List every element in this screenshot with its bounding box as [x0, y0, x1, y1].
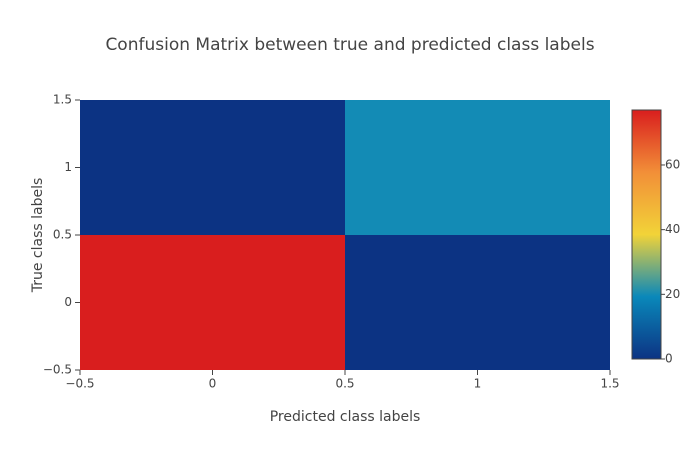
colorbar-tick-label: 60: [665, 157, 680, 171]
colorbar-tick-label: 40: [665, 222, 680, 236]
colorbar-tick-label: 0: [665, 352, 673, 366]
x-tick-label: −0.5: [65, 377, 94, 391]
heatmap-cell: [345, 235, 610, 370]
heatmap-cell: [80, 235, 345, 370]
y-axis-title: True class labels: [30, 178, 46, 294]
y-tick-label: 1.5: [53, 93, 72, 107]
heatmap-cell: [345, 100, 610, 235]
x-tick-label: 0.5: [335, 377, 354, 391]
y-tick-label: 0.5: [53, 228, 72, 242]
colorbar: [631, 109, 662, 360]
x-axis-title: Predicted class labels: [270, 409, 421, 425]
chart-title: Confusion Matrix between true and predic…: [105, 35, 594, 55]
y-tick-label: −0.5: [43, 363, 72, 377]
x-tick-label: 0: [209, 377, 217, 391]
x-tick-label: 1.5: [600, 377, 619, 391]
x-tick-label: 1: [474, 377, 482, 391]
y-tick-label: 1: [64, 160, 72, 174]
heatmap-cell: [80, 100, 345, 235]
colorbar-tick-label: 20: [665, 287, 680, 301]
y-tick-label: 0: [64, 295, 72, 309]
